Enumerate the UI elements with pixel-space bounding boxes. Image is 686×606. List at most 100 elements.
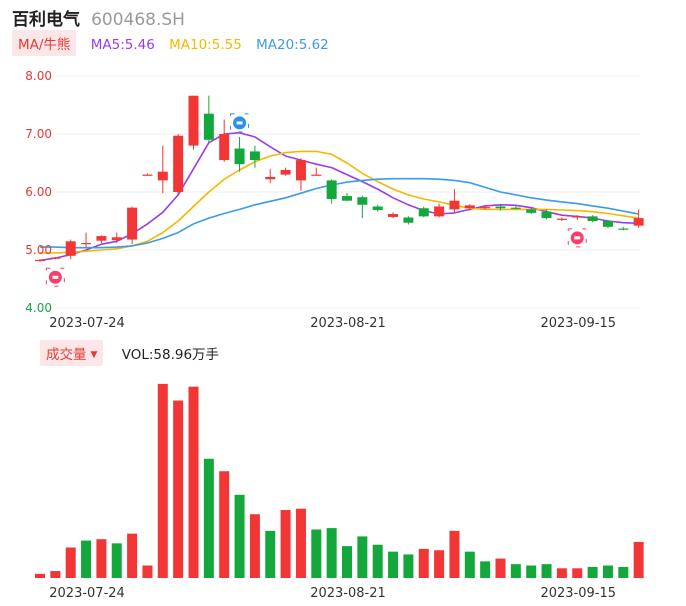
volume-bar — [173, 400, 184, 578]
y-tick-label: 7.00 — [25, 127, 52, 141]
ma-line-ma10 — [40, 150, 639, 254]
volume-bar — [127, 533, 138, 578]
volume-value-label: VOL:58.96万手 — [121, 347, 220, 363]
volume-bar — [418, 548, 429, 578]
stock-name: 百利电气 — [12, 10, 80, 30]
volume-bar — [449, 530, 460, 578]
bear-signal-icon[interactable] — [230, 113, 250, 133]
volume-bar — [81, 540, 92, 578]
ma5-label: MA5:5.46 — [90, 37, 155, 53]
candle — [295, 158, 306, 191]
volume-bar — [357, 536, 368, 578]
volume-bar — [556, 568, 567, 578]
y-tick-label: 5.00 — [25, 243, 52, 257]
y-tick-label: 6.00 — [25, 185, 52, 199]
volume-date-axis: 2023-07-24 2023-08-21 2023-09-15 — [49, 586, 616, 601]
candle — [526, 208, 537, 215]
y-tick-label: 8.00 — [25, 69, 52, 83]
candle — [556, 217, 567, 221]
volume-bar — [157, 383, 168, 578]
volume-bar — [495, 558, 506, 578]
candlestick-series — [35, 95, 644, 262]
price-grid — [56, 75, 640, 309]
volume-bar — [203, 458, 214, 578]
volume-bar — [280, 510, 291, 578]
date-axis: 2023-07-24 2023-08-21 2023-09-15 — [49, 316, 616, 331]
volume-bar — [510, 564, 521, 578]
stock-code: 600468.SH — [91, 10, 185, 30]
title-row: 百利电气 600468.SH — [12, 5, 185, 30]
volume-x-tick-label: 2023-08-21 — [310, 586, 386, 601]
signal-markers — [45, 113, 587, 287]
candle — [203, 95, 214, 143]
candle — [572, 215, 583, 220]
volume-bar — [265, 530, 276, 578]
volume-bar — [342, 546, 352, 578]
ma-legend: MA/牛熊 MA5:5.46 MA10:5.55 MA20:5.62 — [12, 30, 329, 56]
volume-bar — [403, 554, 414, 578]
volume-bar — [234, 494, 245, 578]
ma-toggle-button[interactable]: MA/牛熊 — [12, 30, 77, 56]
candle — [280, 167, 291, 176]
y-tick-label: 4.00 — [25, 301, 52, 315]
bull-signal-icon[interactable] — [45, 267, 65, 287]
candle — [480, 204, 491, 210]
candle — [265, 168, 276, 184]
volume-bar — [464, 551, 475, 578]
volume-bar — [572, 568, 583, 578]
candle — [234, 136, 245, 172]
candle — [510, 204, 521, 210]
volume-bar — [526, 565, 537, 578]
candle — [388, 212, 399, 219]
x-tick-label: 2023-08-21 — [310, 316, 386, 331]
candle — [357, 195, 368, 219]
candle — [35, 259, 45, 262]
x-tick-label: 2023-07-24 — [49, 316, 125, 331]
candle — [618, 226, 629, 231]
candle — [633, 209, 644, 228]
bull-signal-icon[interactable] — [567, 228, 587, 248]
candle — [464, 204, 475, 211]
candle — [173, 134, 184, 197]
candle — [111, 232, 122, 244]
ma-line-ma5 — [39, 132, 639, 262]
volume-bar — [219, 471, 230, 578]
candle — [372, 204, 383, 212]
candle — [602, 219, 613, 228]
volume-indicator-dropdown[interactable]: 成交量 ▼ — [40, 340, 104, 366]
candle — [188, 95, 199, 150]
volume-indicator-label: 成交量 — [46, 347, 87, 363]
volume-bar — [249, 514, 260, 578]
volume-bar — [326, 528, 337, 578]
candle — [326, 179, 337, 204]
volume-bar — [295, 508, 306, 578]
ma20-label: MA20:5.62 — [256, 37, 329, 53]
candle — [342, 193, 352, 202]
candle — [81, 232, 92, 248]
x-tick-label: 2023-09-15 — [540, 316, 616, 331]
volume-bar — [602, 565, 613, 578]
volume-bar — [541, 564, 552, 578]
moving-average-lines — [39, 132, 639, 262]
volume-bar — [111, 543, 122, 578]
volume-bar — [35, 573, 45, 578]
candle — [418, 206, 429, 218]
candle — [449, 189, 460, 213]
volume-bar — [434, 550, 445, 578]
candle — [495, 204, 506, 211]
volume-x-tick-label: 2023-09-15 — [540, 586, 616, 601]
volume-x-tick-label: 2023-07-24 — [49, 586, 125, 601]
volume-bar — [65, 547, 76, 578]
candle — [403, 216, 414, 225]
volume-bar — [480, 561, 491, 578]
volume-bar — [388, 551, 399, 578]
candle — [65, 239, 76, 260]
ma-line-ma20 — [40, 177, 639, 249]
volume-bar — [633, 541, 644, 578]
candle — [142, 173, 153, 176]
candle — [311, 167, 322, 176]
chevron-down-icon: ▼ — [90, 350, 98, 360]
price-axis: 8.00 7.00 6.00 5.00 4.00 — [25, 69, 52, 315]
candle — [157, 145, 168, 194]
